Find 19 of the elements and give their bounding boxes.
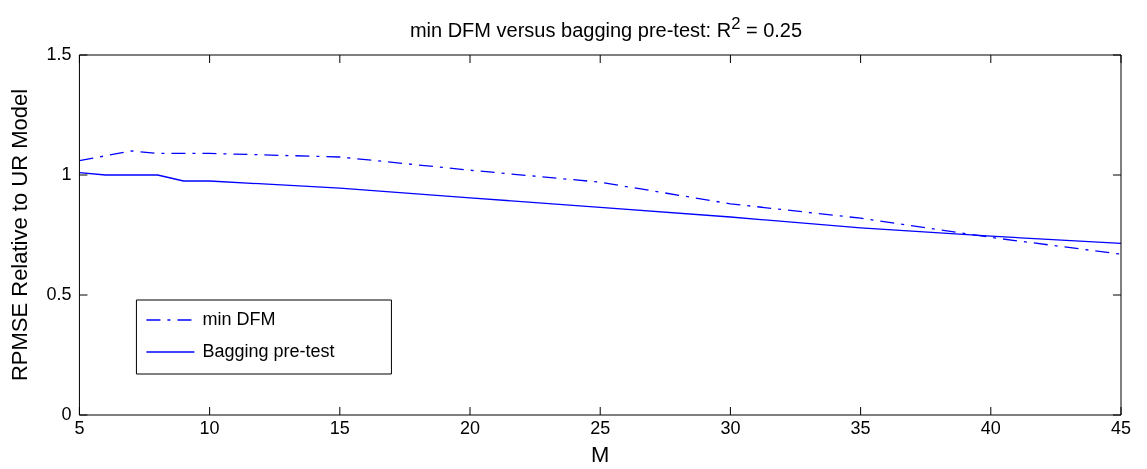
legend-label: min DFM	[202, 308, 276, 329]
x-tick-label: 20	[460, 417, 481, 438]
y-tick-label: 1	[61, 163, 72, 184]
x-axis-title: M	[591, 441, 610, 467]
y-tick-label: 1.5	[46, 43, 72, 64]
x-tick-label: 40	[980, 417, 1001, 438]
chart-title: min DFM versus bagging pre-test: R$^{2}$ = 0.25	[408, 14, 804, 42]
y-tick-label: 0.5	[46, 283, 72, 304]
y-axis-title: RPMSE Relative to UR Model	[7, 88, 33, 382]
x-tick-label: 15	[329, 417, 350, 438]
x-tick-label: 5	[74, 417, 85, 438]
x-tick-label: 10	[199, 417, 220, 438]
legend-label: Bagging pre-test	[202, 340, 335, 361]
x-tick-label: 45	[1110, 417, 1132, 438]
x-tick-label: 25	[590, 417, 611, 438]
line-series	[79, 150, 1121, 255]
x-tick-label: 30	[720, 417, 741, 438]
y-tick-label: 0	[61, 403, 72, 424]
x-tick-label: 35	[850, 417, 871, 438]
